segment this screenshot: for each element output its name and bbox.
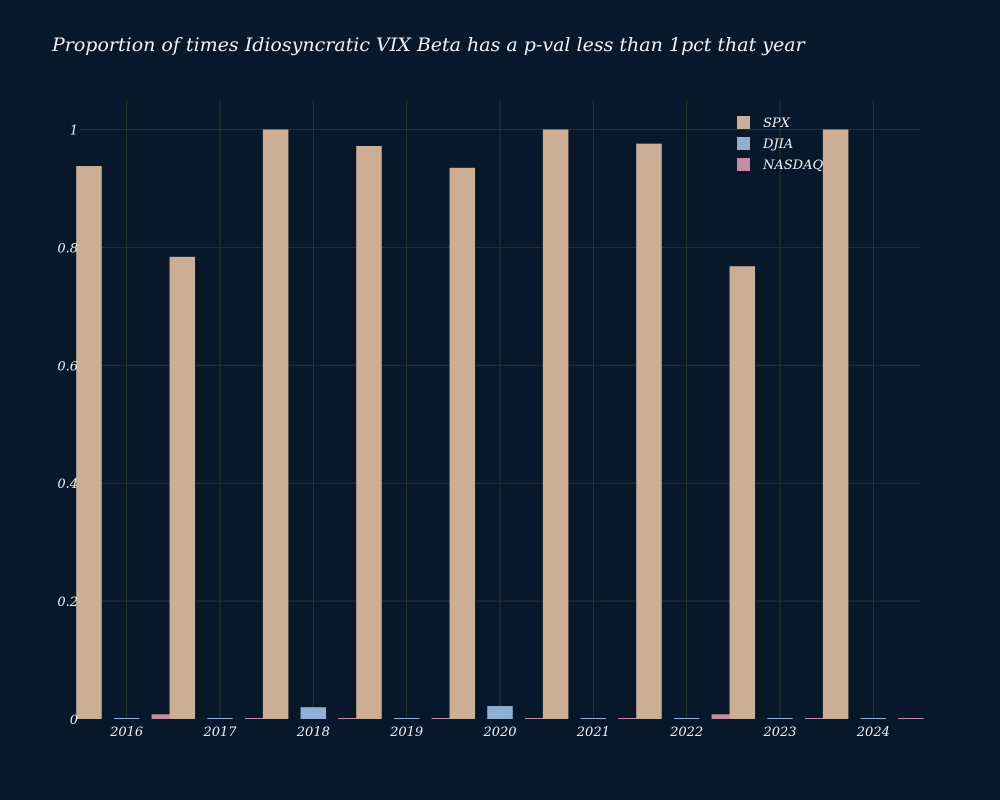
legend-label: NASDAQ bbox=[762, 158, 823, 173]
y-tick-label: 0.8 bbox=[57, 241, 78, 256]
y-tick-label: 0.6 bbox=[57, 359, 78, 374]
chart-title: Proportion of times Idiosyncratic VIX Be… bbox=[51, 34, 807, 56]
bar-nasdaq-2024[interactable] bbox=[898, 718, 924, 719]
y-tick-label: 0.4 bbox=[57, 477, 78, 492]
bar-nasdaq-2017[interactable] bbox=[244, 718, 271, 719]
x-tick-label: 2024 bbox=[856, 725, 890, 740]
bar-djia-2024[interactable] bbox=[860, 718, 887, 719]
bar-spx-2017[interactable] bbox=[169, 256, 196, 719]
bar-djia-2020[interactable] bbox=[487, 706, 513, 719]
legend-item-nasdaq[interactable]: NASDAQ bbox=[737, 158, 823, 173]
bars bbox=[76, 129, 924, 720]
bar-nasdaq-2021[interactable] bbox=[618, 718, 644, 719]
y-tick-label: 0.2 bbox=[57, 595, 78, 610]
bar-djia-2018[interactable] bbox=[300, 707, 327, 719]
bar-spx-2024[interactable] bbox=[822, 129, 849, 719]
y-axis: 0 0.2 0.4 0.6 0.8 1 bbox=[57, 123, 78, 728]
bar-nasdaq-2022[interactable] bbox=[711, 714, 738, 719]
x-axis: 2016 2017 2018 2019 2020 2021 2022 2023 2024 bbox=[109, 725, 890, 740]
bar-nasdaq-2019[interactable] bbox=[431, 718, 458, 719]
bar-nasdaq-2016[interactable] bbox=[151, 714, 178, 719]
x-tick-label: 2016 bbox=[109, 725, 143, 740]
grid bbox=[80, 100, 920, 719]
bar-nasdaq-2020[interactable] bbox=[524, 718, 551, 719]
legend-swatch bbox=[737, 116, 750, 129]
x-tick-label: 2021 bbox=[576, 725, 610, 740]
y-tick-label: 0 bbox=[70, 713, 78, 728]
x-tick-label: 2022 bbox=[669, 725, 703, 740]
y-tick-label: 1 bbox=[70, 123, 78, 138]
bar-nasdaq-2018[interactable] bbox=[338, 718, 364, 719]
bar-spx-2019[interactable] bbox=[356, 145, 382, 720]
bar-nasdaq-2023[interactable] bbox=[804, 718, 831, 719]
legend-swatch bbox=[737, 158, 750, 171]
bar-djia-2016[interactable] bbox=[113, 718, 140, 719]
bar-spx-2016[interactable] bbox=[76, 166, 102, 719]
legend-swatch bbox=[737, 137, 750, 150]
x-tick-label: 2017 bbox=[202, 725, 237, 740]
bar-spx-2022[interactable] bbox=[636, 143, 662, 719]
x-tick-label: 2020 bbox=[482, 725, 516, 740]
bar-spx-2018[interactable] bbox=[262, 129, 289, 719]
bar-djia-2023[interactable] bbox=[767, 718, 793, 719]
bar-djia-2019[interactable] bbox=[393, 718, 420, 719]
x-tick-label: 2018 bbox=[296, 725, 330, 740]
bar-spx-2020[interactable] bbox=[449, 167, 476, 720]
legend[interactable]: SPX DJIA NASDAQ bbox=[737, 116, 823, 173]
bar-djia-2022[interactable] bbox=[673, 718, 700, 719]
x-tick-label: 2019 bbox=[389, 725, 423, 740]
legend-item-djia[interactable]: DJIA bbox=[737, 137, 793, 152]
bar-spx-2021[interactable] bbox=[542, 129, 569, 719]
legend-label: SPX bbox=[763, 116, 791, 131]
bar-djia-2017[interactable] bbox=[207, 718, 233, 719]
legend-item-spx[interactable]: SPX bbox=[737, 116, 791, 131]
x-tick-label: 2023 bbox=[762, 725, 796, 740]
bar-spx-2023[interactable] bbox=[729, 266, 756, 719]
bar-djia-2021[interactable] bbox=[580, 718, 607, 719]
legend-label: DJIA bbox=[762, 137, 793, 152]
